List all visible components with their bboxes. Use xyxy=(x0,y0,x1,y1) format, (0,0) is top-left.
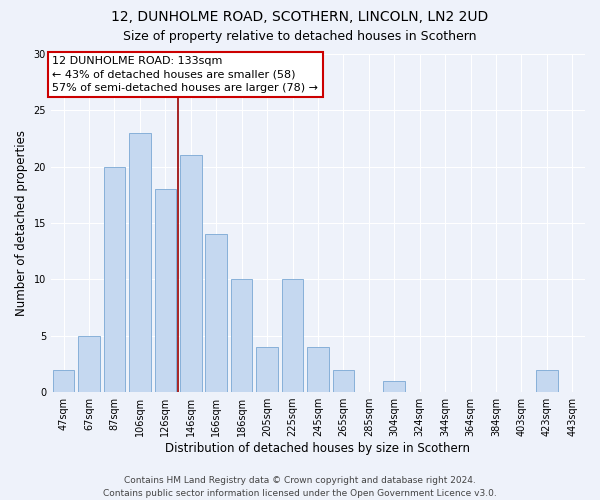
Bar xyxy=(383,381,405,392)
Bar xyxy=(332,370,354,392)
Bar xyxy=(307,347,329,392)
Bar xyxy=(78,336,100,392)
Text: Contains HM Land Registry data © Crown copyright and database right 2024.
Contai: Contains HM Land Registry data © Crown c… xyxy=(103,476,497,498)
Bar xyxy=(155,189,176,392)
X-axis label: Distribution of detached houses by size in Scothern: Distribution of detached houses by size … xyxy=(166,442,470,455)
Text: 12 DUNHOLME ROAD: 133sqm
← 43% of detached houses are smaller (58)
57% of semi-d: 12 DUNHOLME ROAD: 133sqm ← 43% of detach… xyxy=(52,56,318,92)
Bar xyxy=(205,234,227,392)
Text: 12, DUNHOLME ROAD, SCOTHERN, LINCOLN, LN2 2UD: 12, DUNHOLME ROAD, SCOTHERN, LINCOLN, LN… xyxy=(112,10,488,24)
Y-axis label: Number of detached properties: Number of detached properties xyxy=(15,130,28,316)
Bar xyxy=(180,156,202,392)
Bar xyxy=(129,133,151,392)
Bar xyxy=(104,166,125,392)
Bar xyxy=(282,280,304,392)
Bar xyxy=(536,370,557,392)
Bar xyxy=(256,347,278,392)
Text: Size of property relative to detached houses in Scothern: Size of property relative to detached ho… xyxy=(123,30,477,43)
Bar xyxy=(231,280,253,392)
Bar xyxy=(53,370,74,392)
